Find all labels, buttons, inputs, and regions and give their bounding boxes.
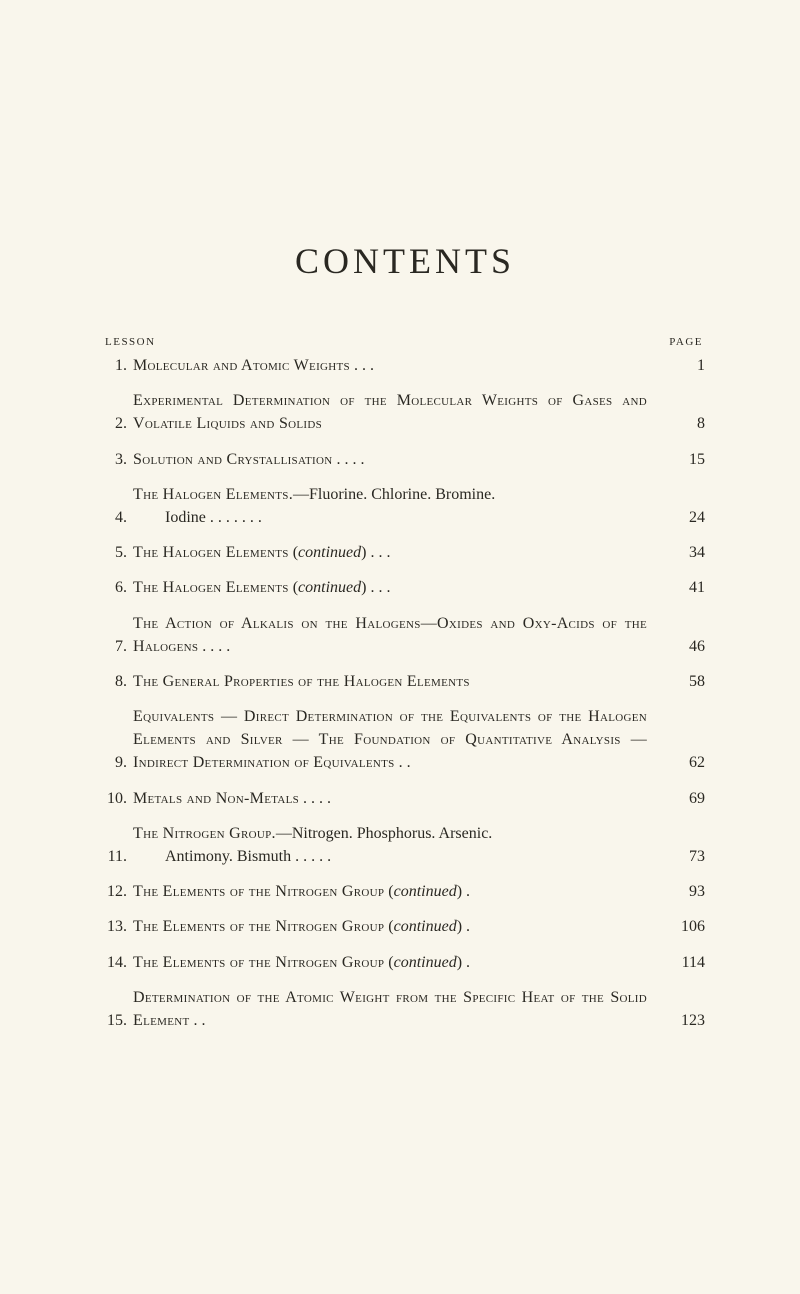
contents-entry: 12.The Elements of the Nitrogen Group (c…: [105, 880, 705, 903]
entry-page-number: 73: [661, 845, 705, 868]
entry-title: Metals and Non-Metals: [133, 790, 299, 807]
table-header: LESSON PAGE: [105, 336, 705, 348]
entry-continuation: Iodine . . . . . . .: [133, 506, 647, 529]
entry-number: 2.: [105, 412, 133, 435]
entry-number: 9.: [105, 751, 133, 774]
contents-entry: 7.The Action of Alkalis on the Halogens—…: [105, 612, 705, 658]
entry-tail: (continued) . . .: [289, 544, 391, 561]
entry-text: Experimental Determination of the Molecu…: [133, 389, 661, 435]
entry-tail: . . . .: [198, 638, 230, 655]
entry-page-number: 93: [661, 880, 705, 903]
entry-text: The Elements of the Nitrogen Group (cont…: [133, 951, 661, 974]
entry-text: Determination of the Atomic Weight from …: [133, 986, 661, 1032]
entry-text: The Halogen Elements.—Fluorine. Chlorine…: [133, 483, 661, 529]
entry-page-number: 58: [661, 670, 705, 693]
entry-title: The Elements of the Nitrogen Group: [133, 918, 384, 935]
entry-text: Equivalents — Direct Determination of th…: [133, 705, 661, 775]
contents-entry: 4.The Halogen Elements.—Fluorine. Chlori…: [105, 483, 705, 529]
entry-tail: . . . .: [299, 790, 331, 807]
entry-tail: (continued) .: [384, 883, 470, 900]
entry-number: 7.: [105, 635, 133, 658]
entry-tail: . .: [395, 754, 411, 771]
entry-page-number: 8: [661, 412, 705, 435]
entry-continuation: Antimony. Bismuth . . . . .: [133, 845, 647, 868]
contents-list: 1.Molecular and Atomic Weights . . .12.E…: [105, 354, 705, 1032]
entry-tail: . . .: [350, 357, 374, 374]
entry-page-number: 46: [661, 635, 705, 658]
entry-number: 13.: [105, 915, 133, 938]
entry-tail: . . . .: [332, 451, 364, 468]
entry-title: The Elements of the Nitrogen Group: [133, 883, 384, 900]
entry-number: 11.: [105, 845, 133, 868]
entry-tail: (continued) . . .: [289, 579, 391, 596]
entry-title: The Elements of the Nitrogen Group: [133, 954, 384, 971]
contents-entry: 13.The Elements of the Nitrogen Group (c…: [105, 915, 705, 938]
entry-page-number: 1: [661, 354, 705, 377]
entry-tail: —Fluorine. Chlorine. Bromine.: [293, 486, 495, 503]
entry-tail: (continued) .: [384, 954, 470, 971]
entry-number: 3.: [105, 448, 133, 471]
header-page: PAGE: [669, 336, 703, 348]
entry-text: Molecular and Atomic Weights . . .: [133, 354, 661, 377]
entry-text: The Halogen Elements (continued) . . .: [133, 541, 661, 564]
entry-text: The Halogen Elements (continued) . . .: [133, 576, 661, 599]
entry-title: The General Properties of the Halogen El…: [133, 673, 470, 690]
entry-text: The Action of Alkalis on the Halogens—Ox…: [133, 612, 661, 658]
entry-tail: . .: [189, 1012, 205, 1029]
contents-entry: 3.Solution and Crystallisation . . . .15: [105, 448, 705, 471]
contents-entry: 14.The Elements of the Nitrogen Group (c…: [105, 951, 705, 974]
entry-text: The Elements of the Nitrogen Group (cont…: [133, 880, 661, 903]
contents-entry: 5.The Halogen Elements (continued) . . .…: [105, 541, 705, 564]
header-lesson: LESSON: [105, 336, 156, 348]
entry-number: 5.: [105, 541, 133, 564]
entry-text: The General Properties of the Halogen El…: [133, 670, 661, 693]
entry-tail: (continued) .: [384, 918, 470, 935]
entry-title: Solution and Crystallisation: [133, 451, 332, 468]
entry-text: The Nitrogen Group.—Nitrogen. Phosphorus…: [133, 822, 661, 868]
entry-number: 14.: [105, 951, 133, 974]
contents-entry: 8.The General Properties of the Halogen …: [105, 670, 705, 693]
entry-title: Equivalents — Direct Determination of th…: [133, 708, 647, 771]
entry-title: The Halogen Elements: [133, 579, 289, 596]
entry-title: The Nitrogen Group.: [133, 825, 276, 842]
entry-text: The Elements of the Nitrogen Group (cont…: [133, 915, 661, 938]
entry-tail: —Nitrogen. Phosphorus. Arsenic.: [276, 825, 492, 842]
entry-title: Molecular and Atomic Weights: [133, 357, 350, 374]
entry-title: The Halogen Elements: [133, 544, 289, 561]
entry-page-number: 69: [661, 787, 705, 810]
entry-number: 15.: [105, 1009, 133, 1032]
contents-entry: 11.The Nitrogen Group.—Nitrogen. Phospho…: [105, 822, 705, 868]
entry-page-number: 114: [661, 951, 705, 974]
contents-entry: 9.Equivalents — Direct Determination of …: [105, 705, 705, 775]
contents-entry: 15.Determination of the Atomic Weight fr…: [105, 986, 705, 1032]
entry-title: The Halogen Elements.: [133, 486, 293, 503]
entry-title: Determination of the Atomic Weight from …: [133, 989, 647, 1029]
entry-number: 4.: [105, 506, 133, 529]
contents-entry: 10.Metals and Non-Metals . . . .69: [105, 787, 705, 810]
entry-number: 12.: [105, 880, 133, 903]
entry-title: Experimental Determination of the Molecu…: [133, 392, 647, 432]
entry-text: Solution and Crystallisation . . . .: [133, 448, 661, 471]
entry-number: 6.: [105, 576, 133, 599]
entry-page-number: 24: [661, 506, 705, 529]
contents-entry: 1.Molecular and Atomic Weights . . .1: [105, 354, 705, 377]
contents-entry: 2.Experimental Determination of the Mole…: [105, 389, 705, 435]
entry-text: Metals and Non-Metals . . . .: [133, 787, 661, 810]
entry-number: 8.: [105, 670, 133, 693]
entry-number: 10.: [105, 787, 133, 810]
entry-page-number: 123: [661, 1009, 705, 1032]
contents-entry: 6.The Halogen Elements (continued) . . .…: [105, 576, 705, 599]
entry-number: 1.: [105, 354, 133, 377]
entry-page-number: 41: [661, 576, 705, 599]
page-title: CONTENTS: [105, 240, 705, 282]
entry-page-number: 106: [661, 915, 705, 938]
entry-page-number: 15: [661, 448, 705, 471]
entry-page-number: 34: [661, 541, 705, 564]
entry-page-number: 62: [661, 751, 705, 774]
